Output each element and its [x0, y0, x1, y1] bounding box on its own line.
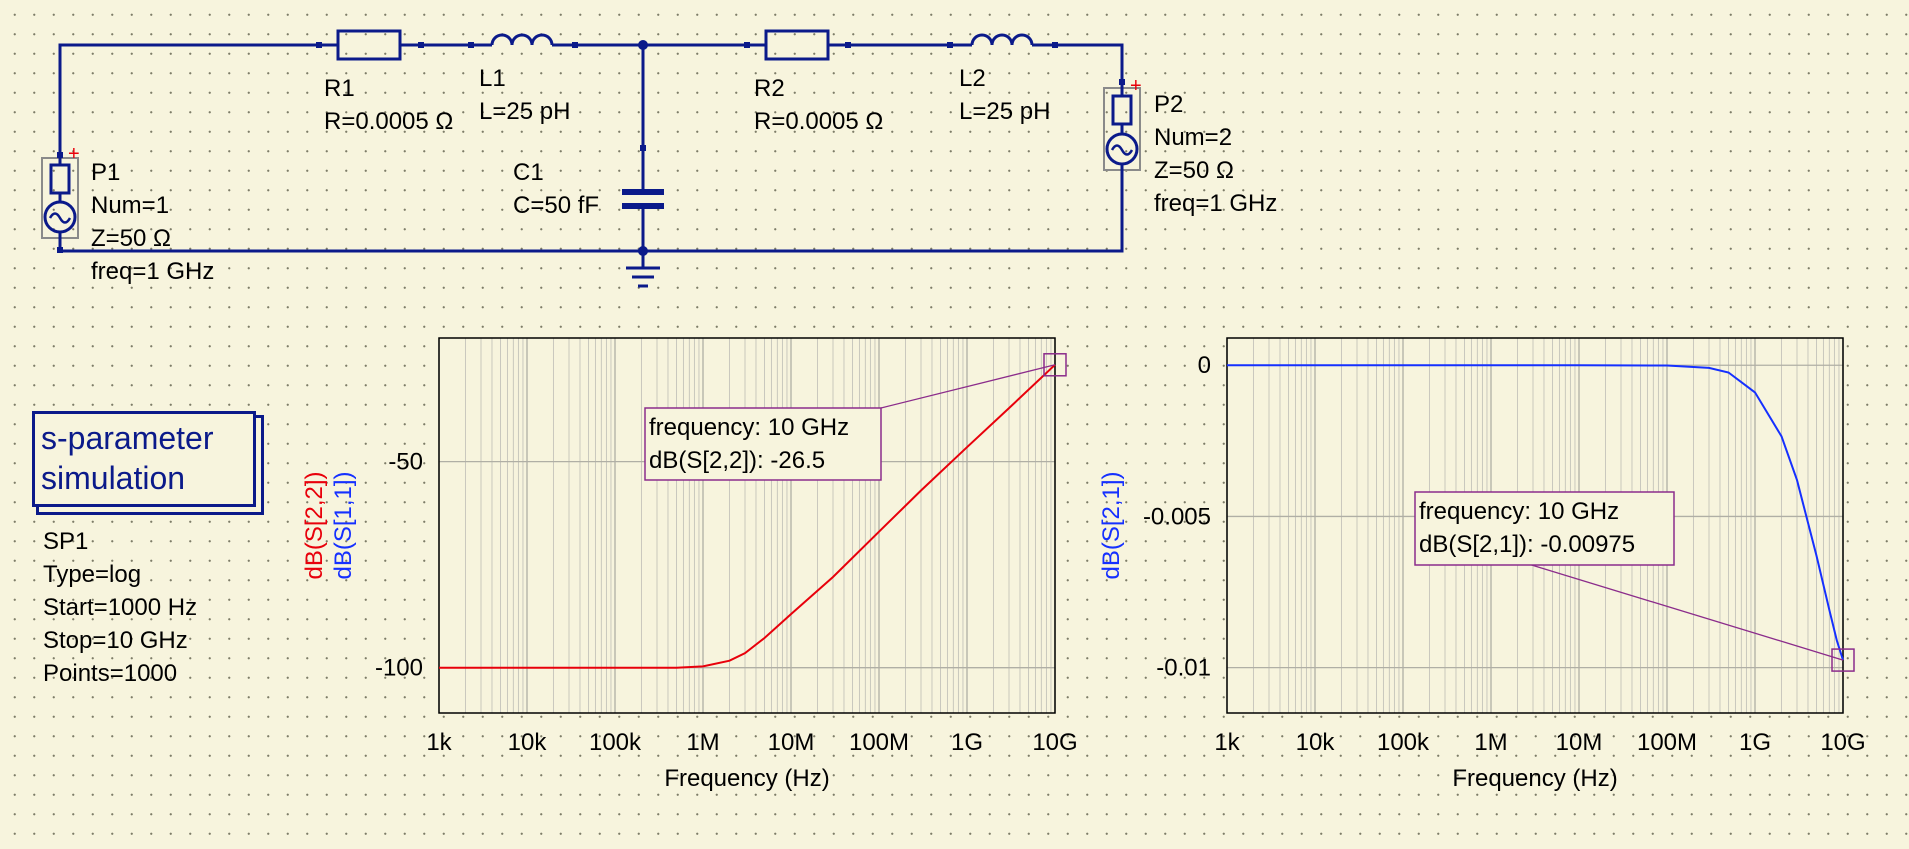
wire-junctions: [638, 40, 648, 256]
resistor-r2[interactable]: [744, 29, 851, 61]
inductor-l1[interactable]: [468, 33, 578, 48]
p1-freq: freq=1 GHz: [91, 258, 214, 285]
marker-value-text: dB(S[2,2]): -26.5: [649, 447, 825, 474]
simulation-type: Type=log: [43, 561, 142, 588]
marker-frequency-text: frequency: 10 GHz: [649, 414, 849, 441]
y-tick-label: -0.01: [1156, 655, 1211, 682]
marker-square: [1831, 648, 1855, 672]
simulation-name: SP1: [43, 528, 89, 555]
wire-bottom[interactable]: [60, 172, 1124, 253]
y-axis-label: dB(S[1,1]): [330, 471, 357, 579]
wire-top-left[interactable]: [58, 43, 320, 155]
p1-name: P1: [91, 159, 120, 186]
port-p2[interactable]: +: [1103, 75, 1142, 172]
p1-z: Z=50 Ω: [91, 225, 171, 252]
p2-z: Z=50 Ω: [1154, 157, 1234, 184]
c1-value: C=50 fF: [513, 192, 599, 219]
ground-symbol[interactable]: [626, 266, 660, 288]
chart-s11-s22[interactable]: 1k 10k 100k 1M 10M 100M 1G 10G -50 -100 Frequency …: [301, 337, 1078, 792]
l1-value: L=25 pH: [479, 98, 570, 125]
plot-frame: [1226, 337, 1844, 714]
x-tick-label: 100k: [589, 729, 642, 756]
plot-frame: [438, 337, 1056, 714]
x-tick-label: 10G: [1032, 729, 1077, 756]
marker-box: [644, 407, 882, 481]
x-axis-label: Frequency (Hz): [1452, 765, 1617, 792]
c1-name: C1: [513, 159, 544, 186]
wire-top-right[interactable]: [1054, 43, 1124, 82]
r2-name: R2: [754, 75, 785, 102]
marker-leader-line: [1531, 564, 1844, 661]
x-tick-label: 1M: [686, 729, 719, 756]
schematic-wires: [58, 43, 1124, 268]
x-tick-label: 1k: [426, 729, 452, 756]
series-line: [439, 364, 1056, 669]
x-tick-label: 100M: [849, 729, 909, 756]
p2-freq: freq=1 GHz: [1154, 190, 1277, 217]
x-tick-label: 1G: [951, 729, 983, 756]
l2-name: L2: [959, 65, 986, 92]
port-p1-plus: +: [68, 143, 80, 165]
x-axis-label: Frequency (Hz): [664, 765, 829, 792]
x-tick-label: 10M: [1556, 729, 1603, 756]
x-tick-label: 1M: [1474, 729, 1507, 756]
y-axis-label: dB(S[2,2]): [301, 471, 328, 579]
marker-value-text: dB(S[2,1]): -0.00975: [1419, 531, 1635, 558]
l1-name: L1: [479, 65, 506, 92]
resistor-r1[interactable]: [316, 29, 424, 61]
x-tick-label: 10M: [768, 729, 815, 756]
y-tick-label: -50: [388, 449, 423, 476]
r2-value: R=0.0005 Ω: [754, 108, 883, 135]
x-tick-label: 10k: [1296, 729, 1336, 756]
r1-value: R=0.0005 Ω: [324, 108, 453, 135]
inductor-l2[interactable]: [947, 33, 1058, 48]
sparameter-simulation-block[interactable]: s-parameter simulation: [32, 411, 256, 507]
port-p2-plus: +: [1130, 75, 1142, 97]
p2-num: Num=2: [1154, 124, 1232, 151]
port-p1[interactable]: +: [41, 143, 80, 253]
simulation-properties: SP1 Type=log Start=1000 Hz Stop=10 GHz P…: [43, 525, 197, 690]
junction-bottom: [638, 246, 648, 256]
y-tick-label: -100: [375, 655, 423, 682]
x-tick-label: 100M: [1637, 729, 1697, 756]
y-tick-label: 0: [1198, 352, 1211, 379]
y-tick-label: -0.005: [1143, 503, 1211, 530]
y-axis-label: dB(S[2,1]): [1098, 471, 1125, 579]
series-line: [1227, 364, 1844, 661]
marker-box: [1414, 491, 1675, 566]
x-tick-label: 10k: [508, 729, 548, 756]
p2-name: P2: [1154, 91, 1183, 118]
x-tick-label: 1k: [1214, 729, 1240, 756]
marker-square: [1043, 353, 1067, 377]
simulation-title-line1: s-parameter: [41, 420, 214, 456]
x-tick-label: 100k: [1377, 729, 1430, 756]
capacitor-c1[interactable]: [622, 145, 664, 212]
simulation-points: Points=1000: [43, 660, 178, 687]
l2-value: L=25 pH: [959, 98, 1050, 125]
r1-name: R1: [324, 75, 355, 102]
marker-leader-line: [880, 364, 1056, 409]
x-tick-label: 1G: [1739, 729, 1771, 756]
junction-top: [638, 40, 648, 50]
simulation-stop: Stop=10 GHz: [43, 627, 188, 654]
simulation-title-line2: simulation: [41, 460, 186, 496]
marker-frequency-text: frequency: 10 GHz: [1419, 498, 1619, 525]
chart-s21[interactable]: 1k 10k 100k 1M 10M 100M 1G 10G 0 -0.005 -0.01 Frequ…: [1098, 337, 1866, 792]
component-labels: R1 R=0.0005 Ω L1 L=25 pH R2 R=0.0005 Ω L…: [91, 65, 1277, 285]
p1-num: Num=1: [91, 192, 169, 219]
x-tick-label: 10G: [1820, 729, 1865, 756]
simulation-start: Start=1000 Hz: [43, 594, 198, 621]
